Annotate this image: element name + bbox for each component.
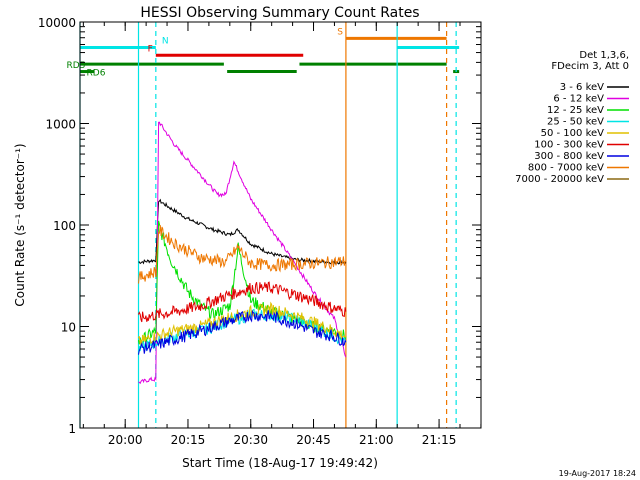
x-tick-label: 21:00 xyxy=(359,433,394,447)
legend-entry-label: 3 - 6 keV xyxy=(560,82,604,93)
x-tick-label: 20:00 xyxy=(108,433,143,447)
legend-entry-label: 50 - 100 keV xyxy=(541,128,605,139)
footer-date: 19-Aug-2017 18:24 xyxy=(559,469,636,478)
series-line-6-12-kev xyxy=(138,121,347,385)
flag-s-label: S xyxy=(337,27,343,37)
legend-entry-label: 100 - 300 keV xyxy=(534,140,604,151)
legend-entry-label: 800 - 7000 keV xyxy=(528,163,604,174)
series-line-800-7000-kev xyxy=(138,225,347,284)
legend-entry-label: 300 - 800 keV xyxy=(534,151,604,162)
x-tick-label: 21:15 xyxy=(422,433,457,447)
x-tick-label: 20:30 xyxy=(233,433,268,447)
x-tick-label: 20:15 xyxy=(171,433,206,447)
plot-frame xyxy=(79,21,482,429)
y-tick-label: 10000 xyxy=(38,16,76,30)
flag-f-label: F xyxy=(148,44,153,54)
y-tick-label: 1000 xyxy=(45,118,76,132)
y-tick-label: 1 xyxy=(68,422,76,436)
x-tick-label: 20:45 xyxy=(296,433,331,447)
axes: 1 10 100 1000 10000 20:00 20:15 20:30 20:45 21:00… xyxy=(38,16,482,447)
legend-header: FDecim 3, Att 0 xyxy=(551,61,629,72)
series-line-100-300-kev xyxy=(138,281,347,323)
y-axis-label: Count Rate (s⁻¹ detector⁻¹) xyxy=(13,143,27,306)
legend-entry-label: 25 - 50 keV xyxy=(547,117,604,128)
series-line-12-25-kev xyxy=(138,220,347,345)
series-line-300-800-kev xyxy=(138,309,347,355)
series-line-50-100-kev xyxy=(138,301,347,345)
chart-title: HESSI Observing Summary Count Rates xyxy=(140,5,419,21)
x-axis-label: Start Time (18-Aug-17 19:49:42) xyxy=(182,456,378,470)
legend-entry-label: 6 - 12 keV xyxy=(553,94,604,105)
legend-header: Det 1,3,6, xyxy=(579,50,629,61)
y-tick-label: 100 xyxy=(53,219,76,233)
flag-rd5-label: RD5 xyxy=(67,61,86,71)
legend-entry-label: 12 - 25 keV xyxy=(547,105,604,116)
flag-rd6-label: RD6 xyxy=(87,69,106,79)
flag-n-label: N xyxy=(162,37,169,47)
series-lines xyxy=(138,121,347,385)
legend-entry-label: 7000 - 20000 keV xyxy=(515,174,604,185)
y-tick-label: 10 xyxy=(61,321,76,335)
